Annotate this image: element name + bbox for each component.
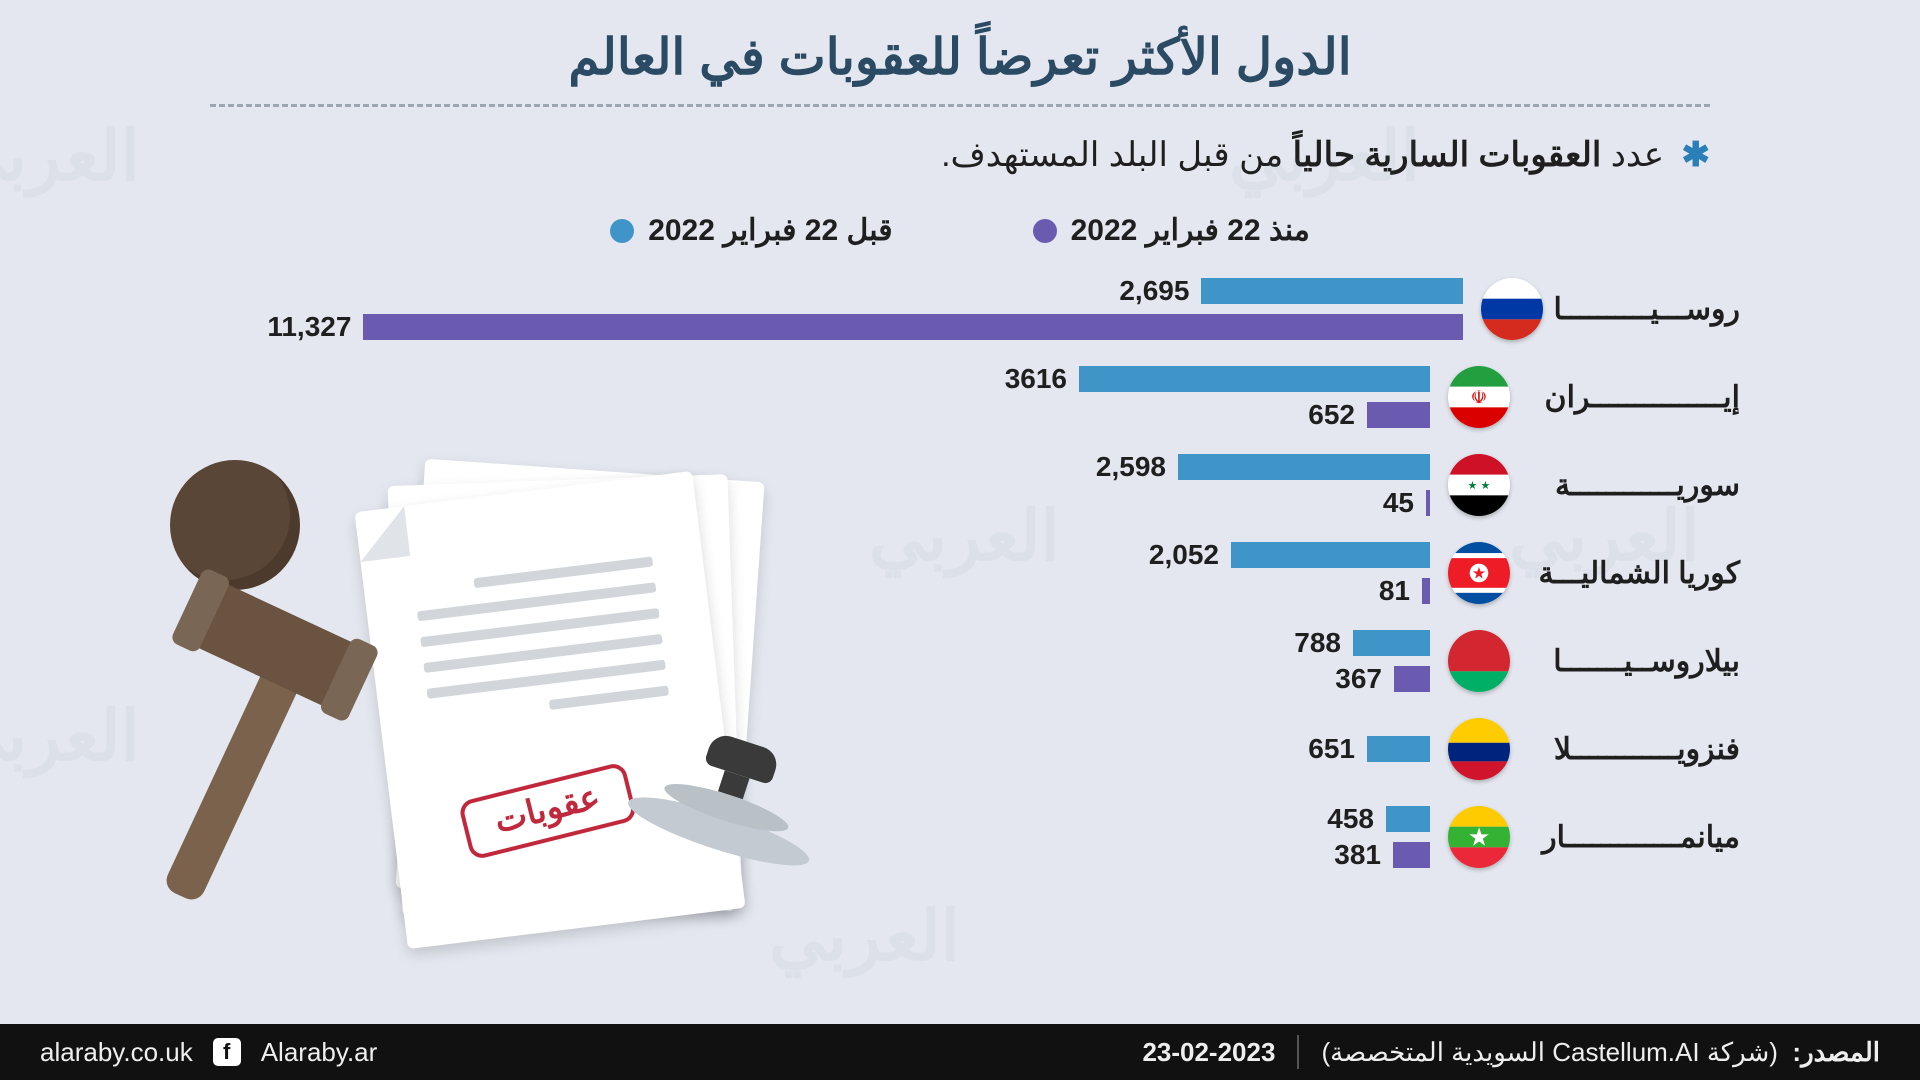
country-label: سوريــــــــــــة bbox=[1510, 468, 1740, 503]
footer-bar: alaraby.co.uk f Alaraby.ar المصدر: (شركة… bbox=[0, 1024, 1920, 1080]
value-before: 651 bbox=[1308, 733, 1355, 765]
legend-after-label: منذ 22 فبراير 2022 bbox=[1071, 213, 1310, 248]
sanctions-illustration: عقوبات bbox=[150, 430, 830, 950]
country-label: روســـيــــــــــا bbox=[1543, 292, 1740, 327]
title-divider bbox=[210, 104, 1710, 107]
footer-source-label: المصدر: bbox=[1792, 1037, 1880, 1067]
footer-fb-handle: Alaraby.ar bbox=[261, 1037, 378, 1068]
bar-before bbox=[1079, 366, 1430, 392]
legend-after-swatch bbox=[1033, 219, 1057, 243]
chart-row: إيـــــــــــــــران ☫ 3616 652 bbox=[300, 366, 1740, 428]
bar-group: 2,695 11,327 bbox=[267, 278, 1463, 340]
value-before: 788 bbox=[1294, 627, 1341, 659]
footer-site: alaraby.co.uk bbox=[40, 1037, 193, 1068]
country-label: ميانمـــــــــــــار bbox=[1510, 820, 1740, 855]
country-label: كوريا الشماليـــة bbox=[1510, 556, 1740, 591]
svg-text:★: ★ bbox=[1472, 565, 1486, 583]
legend-after: منذ 22 فبراير 2022 bbox=[1033, 213, 1310, 248]
stamper-icon bbox=[661, 722, 810, 840]
country-label: بيلاروســيـــــــا bbox=[1510, 644, 1740, 679]
legend-before-swatch bbox=[610, 219, 634, 243]
value-after: 11,327 bbox=[267, 311, 351, 343]
page-title: الدول الأكثر تعرضاً للعقوبات في العالم bbox=[0, 0, 1920, 86]
legend-before-label: قبل 22 فبراير 2022 bbox=[648, 213, 892, 248]
bar-after bbox=[1367, 402, 1430, 428]
flag-icon bbox=[1448, 718, 1510, 780]
value-before: 458 bbox=[1327, 803, 1374, 835]
bar-after bbox=[1422, 578, 1430, 604]
country-label: إيـــــــــــــــران bbox=[1510, 380, 1740, 415]
facebook-icon: f bbox=[213, 1038, 241, 1066]
bar-before bbox=[1201, 278, 1463, 304]
stamp-label: عقوبات bbox=[458, 761, 638, 861]
flag-icon bbox=[1481, 278, 1543, 340]
footer-source-value: (شركة Castellum.AI السويدية المتخصصة) bbox=[1321, 1037, 1778, 1067]
bar-before bbox=[1178, 454, 1430, 480]
value-after: 45 bbox=[1383, 487, 1414, 519]
flag-icon bbox=[1448, 630, 1510, 692]
legend: قبل 22 فبراير 2022 منذ 22 فبراير 2022 bbox=[0, 213, 1920, 248]
gavel-icon bbox=[150, 430, 450, 850]
value-after: 652 bbox=[1308, 399, 1355, 431]
bar-after bbox=[1426, 490, 1430, 516]
value-before: 2,695 bbox=[1119, 275, 1189, 307]
value-after: 367 bbox=[1335, 663, 1382, 695]
flag-icon: ★ bbox=[1448, 806, 1510, 868]
subtitle-pre: عدد bbox=[1601, 136, 1664, 174]
value-after: 81 bbox=[1379, 575, 1410, 607]
asterisk-icon: ✱ bbox=[1682, 136, 1711, 174]
bar-after bbox=[363, 314, 1463, 340]
flag-icon: ☫ bbox=[1448, 366, 1510, 428]
legend-before: قبل 22 فبراير 2022 bbox=[610, 213, 892, 248]
value-before: 2,052 bbox=[1149, 539, 1219, 571]
value-after: 381 bbox=[1334, 839, 1381, 871]
bar-before bbox=[1231, 542, 1430, 568]
footer-divider bbox=[1297, 1035, 1299, 1069]
bar-before bbox=[1353, 630, 1430, 656]
value-before: 3616 bbox=[1005, 363, 1067, 395]
flag-icon: ★ bbox=[1448, 542, 1510, 604]
bar-group: 3616 652 bbox=[300, 366, 1430, 428]
bar-after bbox=[1394, 666, 1430, 692]
subtitle-bold: العقوبات السارية حالياً bbox=[1293, 136, 1602, 174]
footer-date: 23-02-2023 bbox=[1142, 1037, 1275, 1068]
svg-text:العربي: العربي bbox=[0, 697, 140, 779]
svg-text:العربي: العربي bbox=[0, 117, 140, 199]
bar-before bbox=[1367, 736, 1430, 762]
bar-after bbox=[1393, 842, 1430, 868]
svg-text:☫: ☫ bbox=[1471, 387, 1488, 408]
svg-text:★ ★: ★ ★ bbox=[1467, 480, 1490, 492]
flag-icon: ★ ★ bbox=[1448, 454, 1510, 516]
subtitle-post: من قبل البلد المستهدف. bbox=[941, 136, 1293, 174]
bar-before bbox=[1386, 806, 1430, 832]
chart-row: روســـيــــــــــا2,69511,327 bbox=[300, 278, 1740, 340]
svg-text:★: ★ bbox=[1468, 825, 1490, 852]
subtitle: ✱ عدد العقوبات السارية حالياً من قبل الب… bbox=[210, 135, 1710, 175]
country-label: فنزويــــــــــــلا bbox=[1510, 732, 1740, 767]
value-before: 2,598 bbox=[1096, 451, 1166, 483]
